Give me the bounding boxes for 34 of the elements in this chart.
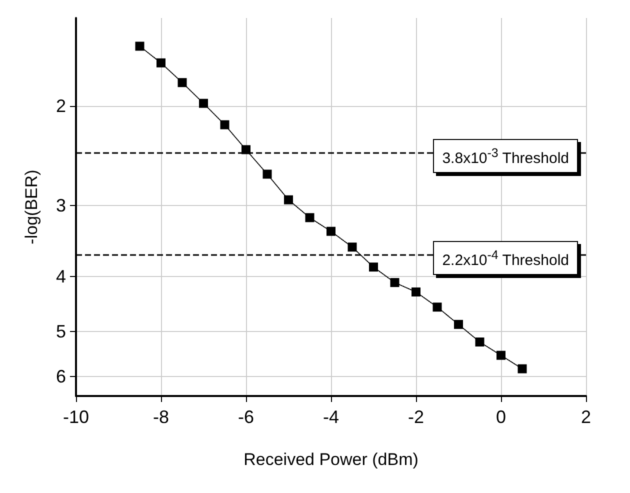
x-tick-label: -8 — [152, 407, 170, 427]
point — [348, 242, 357, 252]
x-tick-label: -4 — [322, 407, 340, 427]
y-tick-label: 6 — [56, 366, 66, 386]
point — [284, 195, 293, 204]
y-tick-label: 3 — [56, 196, 66, 216]
x-tick-label: 0 — [496, 407, 506, 427]
point — [496, 350, 506, 360]
ref-line-label: 3.8x10$^{-3}$ Threshold — [433, 138, 578, 173]
point — [518, 364, 527, 374]
point — [390, 278, 400, 288]
point — [432, 302, 442, 312]
point — [454, 320, 463, 329]
y-tick-label: 5 — [56, 321, 66, 342]
point — [135, 42, 144, 51]
x-tick-label: 2 — [580, 407, 592, 427]
y-axis-title: -log(BER) — [22, 170, 41, 244]
x-axis-title: Received Power (dBm) — [244, 450, 418, 469]
point — [369, 262, 378, 272]
point — [412, 287, 420, 296]
y-tick-label: 2 — [56, 96, 66, 116]
point — [326, 226, 336, 236]
x-tick-label: -10 — [62, 407, 90, 427]
ref-line-label: 2.2x10$^{-4}$ Threshold — [433, 240, 578, 275]
x-tick-label: -2 — [408, 407, 424, 427]
point — [262, 170, 272, 179]
point — [156, 58, 166, 68]
y-tick-label: 4 — [56, 266, 66, 286]
point — [220, 120, 230, 130]
point — [178, 78, 187, 88]
point — [199, 98, 208, 108]
point — [305, 213, 314, 222]
point — [475, 338, 484, 347]
x-tick-label: -6 — [238, 407, 254, 427]
